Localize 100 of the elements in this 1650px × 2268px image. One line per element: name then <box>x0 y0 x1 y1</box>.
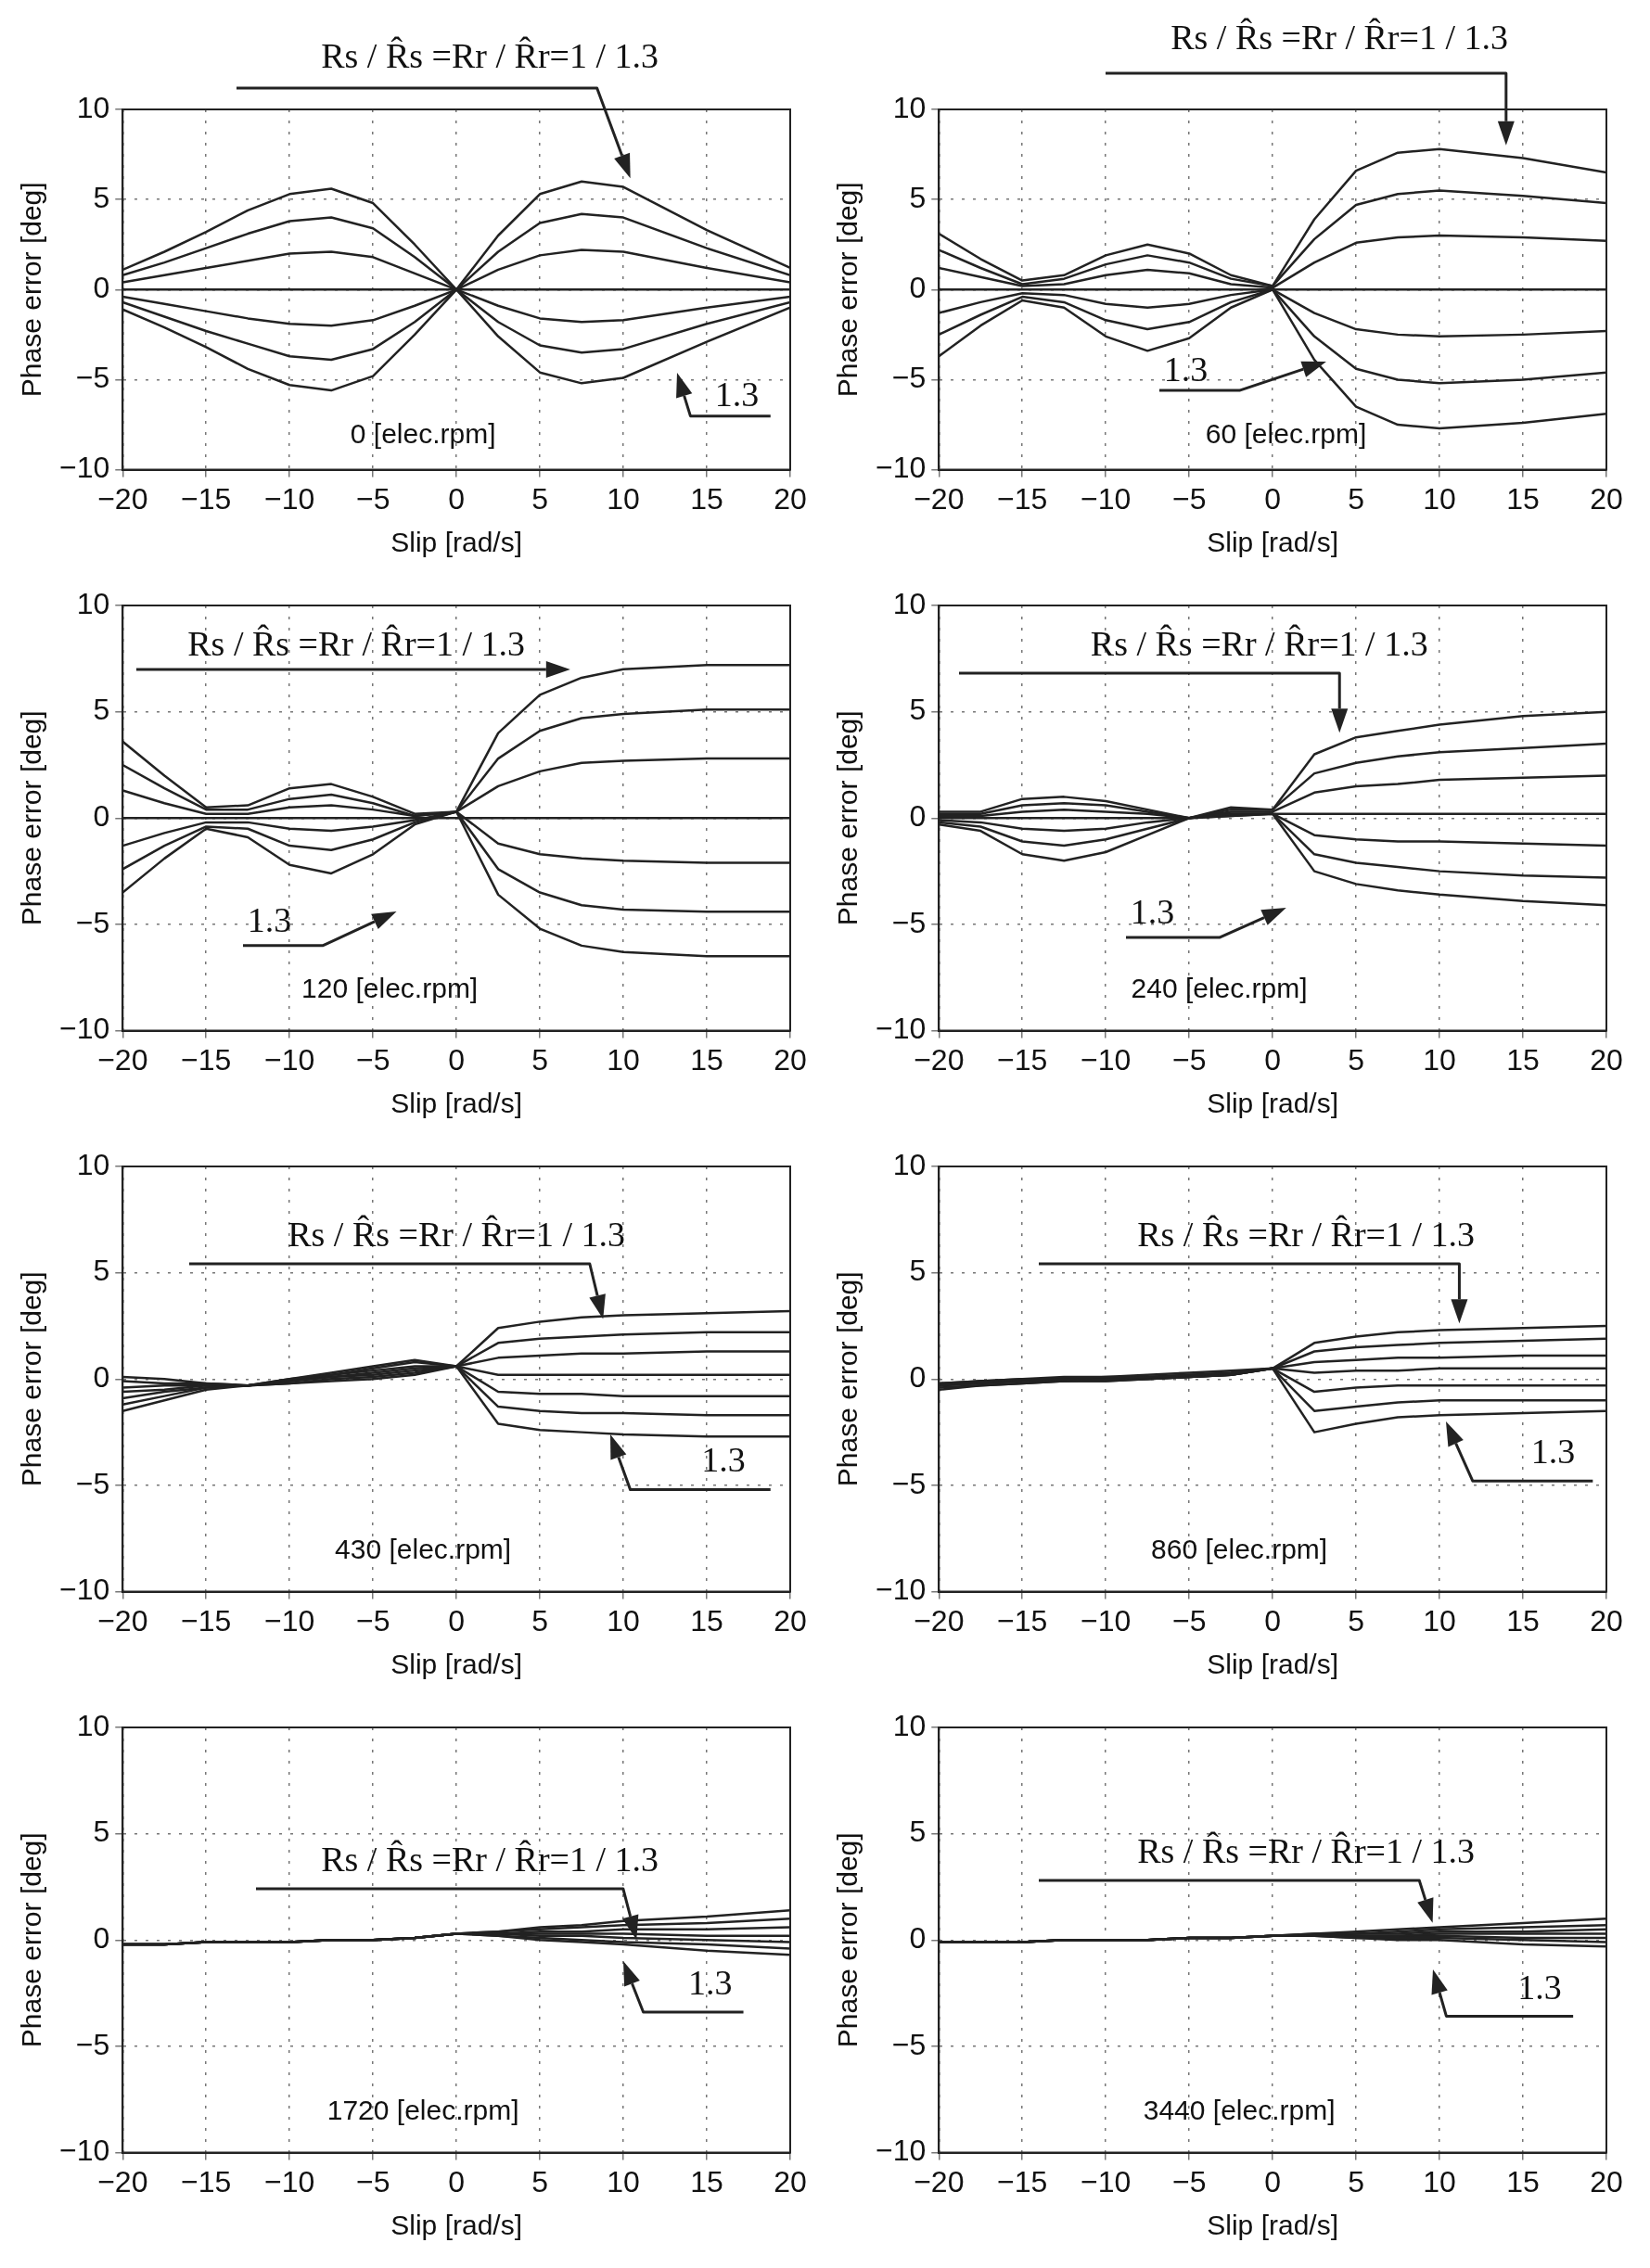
x-axis-title: Slip [rad/s] <box>1207 2210 1339 2241</box>
y-tick-label: −5 <box>75 1466 110 1500</box>
y-tick-label: 5 <box>93 180 110 214</box>
x-axis-title: Slip [rad/s] <box>390 527 523 558</box>
x-tick-label: −15 <box>997 1603 1048 1637</box>
x-tick-label: −10 <box>264 1603 315 1637</box>
y-tick-label: 0 <box>909 799 927 834</box>
y-axis-title: Phase error [deg] <box>16 1271 47 1487</box>
y-tick-label: 5 <box>909 1254 927 1288</box>
x-tick-label: 15 <box>690 1603 723 1637</box>
annotation: 120 [elec.rpm] <box>301 972 479 1004</box>
annotation: 430 [elec.rpm] <box>335 1533 512 1565</box>
annotation: 1.3 <box>701 1439 746 1481</box>
y-tick-label: −5 <box>75 361 110 395</box>
annotation: 1.3 <box>1130 891 1175 933</box>
y-tick-label: 0 <box>909 1921 927 1956</box>
x-tick-label: −10 <box>1081 1042 1132 1077</box>
x-tick-label: 10 <box>1423 1603 1456 1637</box>
x-tick-label: 15 <box>690 481 723 516</box>
x-axis-title: Slip [rad/s] <box>390 2210 523 2241</box>
x-tick-label: −10 <box>264 1042 315 1077</box>
x-axis-title: Slip [rad/s] <box>1207 527 1339 558</box>
x-axis-title: Slip [rad/s] <box>1207 1649 1339 1680</box>
x-tick-label: 5 <box>531 2164 548 2198</box>
x-tick-label: −15 <box>181 1042 232 1077</box>
x-tick-label: 0 <box>1264 1042 1282 1077</box>
annotation: Rs / R̂s =Rr / R̂r=1 / 1.3 <box>288 1214 626 1255</box>
x-tick-label: 5 <box>1348 2164 1364 2198</box>
x-tick-label: 15 <box>690 2164 723 2198</box>
y-tick-label: 10 <box>892 90 927 124</box>
x-tick-label: 0 <box>1264 481 1282 516</box>
y-tick-label: −5 <box>891 905 927 939</box>
y-tick-label: 0 <box>93 799 110 834</box>
y-tick-label: 10 <box>892 1147 927 1181</box>
x-tick-label: 20 <box>1590 1042 1623 1077</box>
x-tick-label: −5 <box>355 1603 390 1637</box>
x-tick-label: 20 <box>774 1603 807 1637</box>
x-tick-label: 10 <box>607 1603 640 1637</box>
y-tick-label: 10 <box>76 1147 110 1181</box>
y-tick-label: 10 <box>76 1708 110 1742</box>
x-tick-label: −15 <box>181 2164 232 2198</box>
x-tick-label: 20 <box>774 2164 807 2198</box>
y-tick-label: −5 <box>75 905 110 939</box>
y-axis-title: Phase error [deg] <box>832 1832 863 2048</box>
annotation: 1.3 <box>1517 1966 1562 2007</box>
annotation: 240 [elec.rpm] <box>1131 972 1308 1004</box>
x-tick-label: 15 <box>1506 481 1540 516</box>
x-tick-label: −15 <box>181 1603 232 1637</box>
y-tick-label: 10 <box>76 586 110 620</box>
x-tick-label: −10 <box>264 2164 315 2198</box>
x-tick-label: −15 <box>181 481 232 516</box>
x-tick-label: −10 <box>1081 1603 1132 1637</box>
x-tick-label: 20 <box>1590 1603 1623 1637</box>
x-tick-label: −5 <box>355 1042 390 1077</box>
annotation: Rs / R̂s =Rr / R̂r=1 / 1.3 <box>1090 623 1428 665</box>
x-tick-label: 20 <box>774 481 807 516</box>
x-tick-label: 0 <box>1264 1603 1282 1637</box>
y-tick-label: 5 <box>909 180 927 214</box>
y-tick-label: −5 <box>891 2027 927 2061</box>
y-axis-title: Phase error [deg] <box>16 710 47 926</box>
annotation: 1.3 <box>687 1962 733 2004</box>
y-tick-label: 10 <box>892 586 927 620</box>
y-tick-label: −5 <box>891 361 927 395</box>
x-tick-label: −5 <box>1171 1042 1207 1077</box>
annotation: 1.3 <box>1530 1431 1576 1472</box>
x-tick-label: 10 <box>607 481 640 516</box>
annotation: Rs / R̂s =Rr / R̂r=1 / 1.3 <box>321 1839 659 1880</box>
annotation: Rs / R̂s =Rr / R̂r=1 / 1.3 <box>1137 1214 1476 1255</box>
x-tick-label: −5 <box>355 2164 390 2198</box>
y-tick-label: 0 <box>909 1360 927 1395</box>
y-tick-label: 0 <box>93 1360 110 1395</box>
x-tick-label: 10 <box>1423 2164 1456 2198</box>
x-axis-title: Slip [rad/s] <box>1207 1088 1339 1119</box>
y-tick-label: −5 <box>75 2027 110 2061</box>
x-tick-label: −10 <box>264 481 315 516</box>
annotation: Rs / R̂s =Rr / R̂r=1 / 1.3 <box>187 623 526 665</box>
x-tick-label: 15 <box>1506 2164 1540 2198</box>
x-tick-label: 0 <box>448 1603 466 1637</box>
y-tick-label: 0 <box>93 1921 110 1956</box>
x-tick-label: −5 <box>1171 481 1207 516</box>
x-tick-label: −10 <box>1081 481 1132 516</box>
y-axis-title: Phase error [deg] <box>832 710 863 926</box>
annotation: 1720 [elec.rpm] <box>326 2094 519 2126</box>
text: Rs / R̂s =Rr / R̂r=1 / 1.3 <box>321 34 659 76</box>
x-tick-label: −15 <box>997 481 1048 516</box>
y-tick-label: 5 <box>93 1254 110 1288</box>
x-tick-label: 0 <box>1264 2164 1282 2198</box>
x-tick-label: 20 <box>774 1042 807 1077</box>
x-tick-label: 15 <box>1506 1603 1540 1637</box>
annotation: Rs / R̂s =Rr / R̂r=1 / 1.3 <box>1137 1830 1476 1871</box>
x-tick-label: 5 <box>1348 1603 1364 1637</box>
x-tick-label: 15 <box>1506 1042 1540 1077</box>
y-tick-label: 10 <box>76 90 110 124</box>
y-tick-label: 5 <box>93 1815 110 1849</box>
x-tick-label: −5 <box>355 481 390 516</box>
x-tick-label: −5 <box>1171 2164 1207 2198</box>
y-tick-label: −5 <box>891 1466 927 1500</box>
x-tick-label: 0 <box>448 2164 466 2198</box>
x-tick-label: 0 <box>448 1042 466 1077</box>
x-tick-label: −15 <box>997 1042 1048 1077</box>
